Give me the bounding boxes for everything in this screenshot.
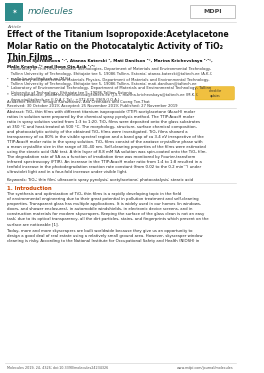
Text: The synthesis and optimization of TiO₂ thin films is a rapidly developing topic : The synthesis and optimization of TiO₂ t…	[7, 192, 209, 226]
Text: check for
updates: check for updates	[209, 89, 221, 98]
Text: ¹  Laboratory of Thin Films Chemical Technologies, Department of Materials and E: ¹ Laboratory of Thin Films Chemical Tech…	[7, 67, 213, 81]
Text: MDPI: MDPI	[203, 9, 222, 14]
FancyBboxPatch shape	[190, 5, 235, 18]
Text: molecules: molecules	[28, 7, 73, 16]
Text: ²  Laboratory of Optoelectronic Materials Physics, Department of Materials and E: ² Laboratory of Optoelectronic Materials…	[7, 78, 210, 87]
FancyBboxPatch shape	[5, 3, 23, 21]
Text: Article: Article	[7, 25, 21, 29]
Text: Received: 30 October 2019; Accepted: 25 November 2019; Published: 27 November 20: Received: 30 October 2019; Accepted: 25 …	[7, 104, 178, 108]
Text: *  Correspondence: jekaterina.spiridonova@taltech.ee (J.S.); marina.krichevskaya: * Correspondence: jekaterina.spiridonova…	[7, 93, 198, 102]
Text: ³  Laboratory of Environmental Technology, Department of Materials and Environme: ³ Laboratory of Environmental Technology…	[7, 86, 211, 95]
Text: Jekaterina Spiridonova ¹·⁴, Atanas Katerski ¹, Mati Danilson ²°, Marina Krichevs: Jekaterina Spiridonova ¹·⁴, Atanas Kater…	[7, 59, 213, 69]
Text: Keywords: TiO₂; thin film; ultrasonic spray pyrolysis; acetylacetone; photocatal: Keywords: TiO₂; thin film; ultrasonic sp…	[7, 178, 193, 182]
Text: Effect of the Titanium Isopropoxide:Acetylacetone
Molar Ratio on the Photocataly: Effect of the Titanium Isopropoxide:Acet…	[7, 30, 229, 62]
Text: Academic Editors: Smagul Karazhanov, Ana Cremades and Cuong Ton-That: Academic Editors: Smagul Karazhanov, Ana…	[7, 100, 150, 104]
Text: Today, more and more skyscrapers are built worldwide because they give us an opp: Today, more and more skyscrapers are bui…	[7, 229, 203, 242]
Text: Molecules 2019, 24, 4326; doi:10.3390/molecules24234326: Molecules 2019, 24, 4326; doi:10.3390/mo…	[7, 366, 109, 370]
Text: www.mdpi.com/journal/molecules: www.mdpi.com/journal/molecules	[177, 366, 233, 370]
Text: 1. Introduction: 1. Introduction	[7, 186, 52, 191]
Text: ✶: ✶	[11, 9, 17, 15]
FancyBboxPatch shape	[195, 87, 234, 100]
Text: Abstract: TiO₂ thin films with different titanium isopropoxide (TTIP):acetylacet: Abstract: TiO₂ thin films with different…	[7, 110, 207, 174]
